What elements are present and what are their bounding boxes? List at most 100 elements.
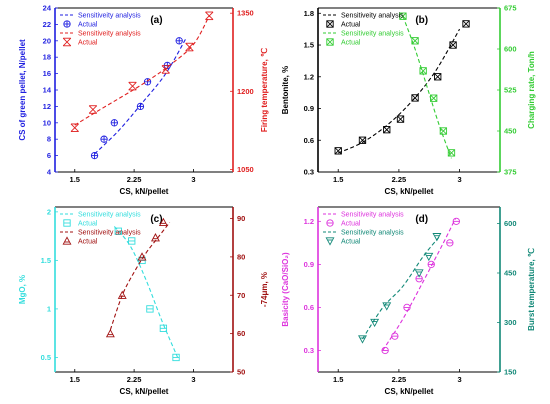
marker-bar [411, 37, 419, 45]
data-point [381, 346, 389, 355]
marker-bar [161, 65, 170, 74]
marker-triangle [382, 302, 392, 311]
legend-entry: Sensitiveity analysis [78, 13, 141, 20]
right-y-tick-label: 70 [237, 291, 245, 300]
legend-entry: Actual [78, 221, 98, 228]
left-y-tick-label: 1.8 [304, 9, 314, 18]
data-point [424, 252, 434, 262]
data-point [358, 136, 367, 144]
marker-bar [411, 94, 419, 102]
marker-bar [434, 73, 442, 81]
x-tick-label: 3 [191, 175, 195, 184]
series-fit-line [362, 236, 440, 340]
left-y-tick-label: 6 [47, 151, 51, 160]
data-point [403, 303, 411, 312]
data-point [88, 105, 98, 114]
data-point [414, 269, 424, 278]
left-y-axis-title: Basicity (CaO/SiO₂) [281, 252, 290, 327]
chart-panel-3: 1.5 2.25 3 CS, kN/pellet 0.5 1 1.5 2 50 60 70 80 90 M… [18, 206, 269, 396]
data-point [382, 302, 392, 311]
data-point [411, 37, 419, 45]
chart-panel-2: 1.5 2.25 3 CS, kN/pellet 0.3 0.6 0.9 1.2 1.5 1.8 3… [281, 4, 536, 197]
marker-triangle [370, 318, 380, 328]
data-point [447, 149, 456, 157]
x-tick-label: 1.5 [333, 375, 343, 384]
data-point [439, 127, 448, 135]
right-y-tick-label: 80 [237, 252, 245, 261]
legend-entry: Actual [78, 22, 98, 29]
legend-swatch-marker [326, 219, 334, 227]
data-point [136, 102, 145, 111]
marker-bar [383, 126, 391, 134]
data-point [110, 119, 118, 127]
x-tick-label: 2.25 [127, 375, 142, 384]
legend-entry: Sensitiveity analysis [78, 230, 141, 237]
marker-bar [88, 105, 98, 114]
data-point [430, 94, 438, 102]
legend-entry: Sensitiveity analysis [78, 31, 141, 38]
x-tick-label: 1.5 [70, 375, 80, 384]
right-y-tick-label: 675 [504, 4, 517, 13]
marker-square [434, 73, 442, 81]
marker-bar [70, 123, 79, 132]
right-y-tick-label: 90 [237, 214, 245, 223]
data-point [399, 12, 407, 20]
x-tick-label: 3 [457, 175, 461, 184]
left-y-axis-title: MgO, % [18, 275, 27, 304]
panel-tag: (c) [150, 214, 162, 225]
marker-square [449, 41, 457, 49]
right-y-tick-label: 50 [237, 368, 245, 377]
data-point [158, 217, 168, 226]
data-point [411, 94, 419, 102]
left-y-tick-label: 0.9 [304, 260, 314, 269]
left-y-tick-label: 0.6 [304, 303, 314, 312]
left-y-tick-label: 8 [47, 135, 51, 144]
legend-swatch-marker [326, 20, 334, 28]
series-fit-line [109, 222, 171, 330]
marker-square [326, 20, 334, 28]
left-y-tick-label: 18 [43, 53, 51, 62]
legend-swatch-marker [62, 37, 72, 47]
marker-square [334, 147, 342, 155]
legend: Sensitiveity analysis Actual Sensitiveity … [323, 212, 404, 246]
x-tick-label: 2.25 [392, 175, 407, 184]
legend-entry: Actual [341, 221, 361, 228]
marker-square [462, 20, 470, 28]
data-point [462, 20, 470, 28]
right-y-tick-label: 450 [504, 269, 517, 278]
right-y-tick-label: 375 [504, 168, 517, 177]
marker-bar [447, 149, 455, 157]
right-y-tick-label: 600 [504, 219, 517, 228]
x-axis-title: CS, kN/pellet [120, 187, 169, 196]
data-point [334, 147, 342, 155]
data-point [90, 151, 99, 160]
data-point [205, 11, 214, 21]
marker-bar [439, 127, 447, 135]
marker-bar [399, 12, 407, 20]
left-y-tick-label: 0.5 [41, 353, 51, 362]
right-y-axis-title: Burst temperature, ℃ [527, 248, 536, 331]
left-y-tick-label: 0.9 [304, 104, 314, 113]
marker-square [411, 37, 419, 45]
legend-entry: Actual [341, 239, 361, 246]
marker-triangle [105, 328, 115, 338]
marker-triangle [137, 252, 147, 261]
right-y-axis-title: -74μm, % [260, 272, 269, 307]
legend: Sensitiveity analysis Actual Sensitiveity … [323, 13, 404, 47]
legend-swatch-marker [326, 38, 334, 46]
right-y-tick-label: 1350 [237, 9, 254, 18]
left-y-axis-title: CS of green pellet, N/pellet [18, 39, 27, 141]
marker-triangle [158, 217, 168, 226]
data-point [449, 41, 457, 49]
marker-square [326, 38, 334, 46]
marker-bar [462, 20, 470, 28]
chart-panel-4: 1.5 2.25 3 CS, kN/pellet 0.3 0.6 0.9 1.2 150 300 4… [281, 206, 536, 396]
data-point [427, 260, 435, 269]
x-axis-title: CS, kN/pellet [385, 387, 434, 396]
marker-triangle [358, 335, 367, 344]
legend-entry: Sensitiveity analysis [341, 212, 404, 219]
legend-entry: Sensitiveity analysis [341, 13, 404, 20]
marker-triangle [424, 252, 434, 262]
x-tick-label: 2.25 [127, 175, 142, 184]
